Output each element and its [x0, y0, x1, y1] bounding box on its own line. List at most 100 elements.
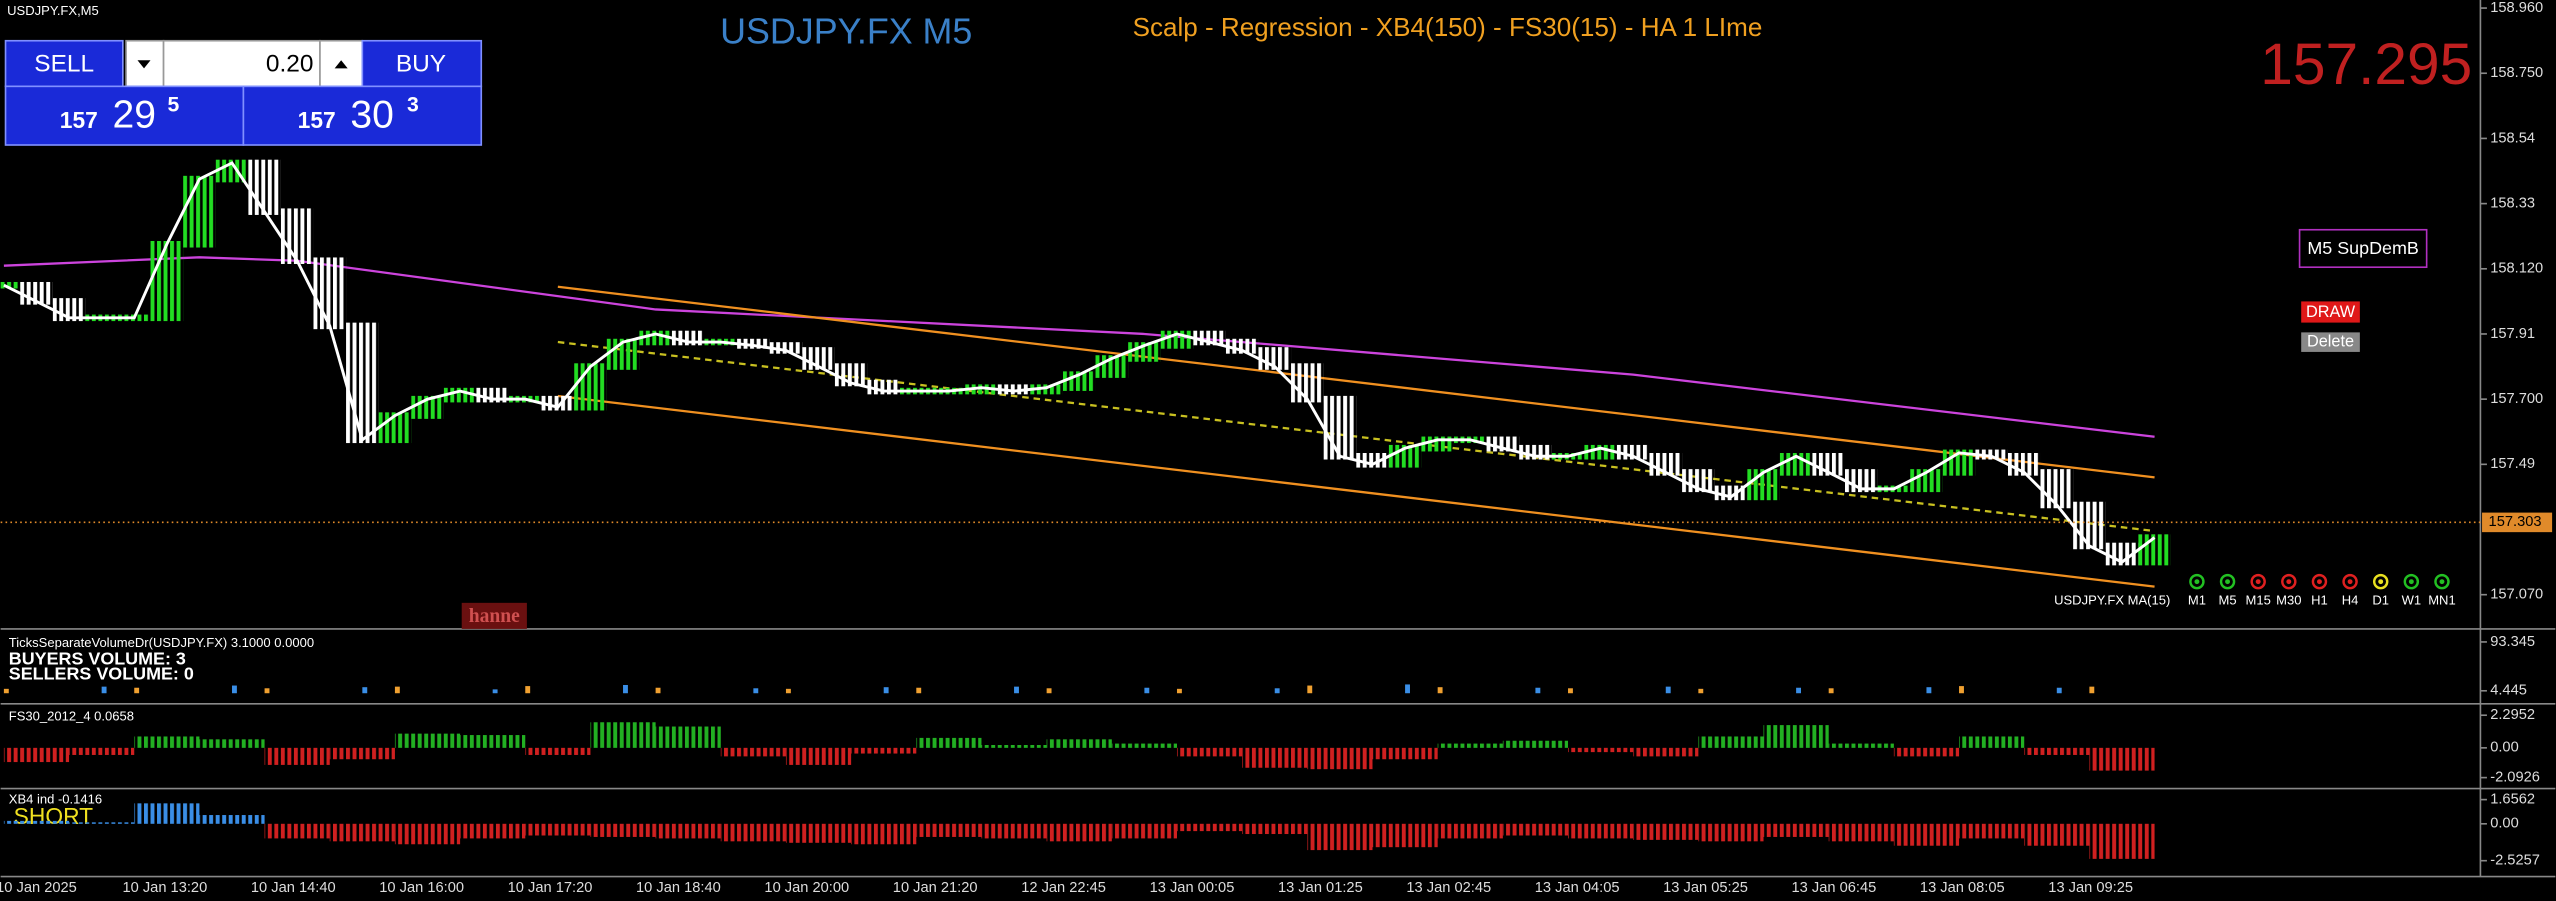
histogram-bar: [851, 747, 917, 754]
buy-label: BUY: [396, 51, 446, 78]
y-tick-label: 0.00: [2490, 816, 2519, 832]
y-tick-label: 157.49: [2490, 456, 2535, 472]
histogram-bar: [655, 823, 721, 839]
x-tick-label: 10 Jan 14:40: [251, 880, 336, 896]
timeframe-label: W1: [2402, 593, 2422, 608]
timeframe-dot: [2434, 573, 2450, 590]
timeframe-label: H1: [2311, 593, 2328, 608]
chart-subtitle: Scalp - Regression - XB4(150) - FS30(15)…: [1133, 12, 1763, 42]
histogram-bar: [1046, 739, 1112, 748]
histogram-bar: [69, 747, 135, 755]
histogram-bar: [460, 735, 526, 748]
buy-price-pips: 30: [350, 94, 393, 137]
timeframe-dot: [2342, 573, 2358, 590]
candle: [183, 175, 216, 248]
sell-price-box[interactable]: [4, 85, 245, 146]
x-tick-label: 10 Jan 17:20: [508, 880, 593, 896]
timeframe-label: M5: [2219, 593, 2237, 608]
histogram-bar: [720, 747, 786, 757]
sell-label: SELL: [34, 51, 94, 78]
histogram-bar: [525, 747, 591, 755]
pane-title: TicksSeparateVolumeDr(USDJPY.FX) 3.1000 …: [9, 635, 314, 650]
volume-bar: [753, 688, 759, 694]
histogram-bar: [264, 747, 330, 765]
candle: [1584, 444, 1617, 460]
volume-bar: [1665, 686, 1671, 694]
timeframe-label: M30: [2276, 593, 2301, 608]
timeframe-label: MN1: [2428, 593, 2455, 608]
volume-bar: [623, 684, 628, 694]
histogram-bar: [655, 726, 721, 748]
histogram-bar: [1763, 725, 1829, 748]
y-tick-label: 158.120: [2490, 261, 2543, 277]
histogram-bar: [460, 823, 526, 839]
y-tick-label: 157.070: [2490, 587, 2543, 603]
candle: [1323, 395, 1357, 460]
histogram-bar: [2024, 823, 2090, 846]
timeframe-label: M1: [2188, 593, 2206, 608]
last-price: 157.295: [2260, 32, 2472, 97]
supdem-label: M5 SupDemB: [2307, 238, 2418, 258]
x-tick-label: 13 Jan 02:45: [1406, 880, 1491, 896]
histogram-bar: [1959, 736, 2025, 748]
buy-price-fraction: 3: [407, 93, 419, 116]
timeframe-dot-core: [2194, 579, 2200, 585]
histogram-bar: [1372, 823, 1438, 848]
y-tick-label: 158.33: [2490, 195, 2535, 211]
x-tick-label: 10 Jan 16:00: [379, 880, 464, 896]
histogram-bar: [981, 823, 1047, 839]
histogram-bar: [1828, 743, 1894, 748]
draw-button[interactable]: [2301, 301, 2360, 323]
candle: [1128, 342, 1161, 362]
timeframe-dot-core: [2378, 579, 2384, 585]
candle: [997, 384, 1031, 395]
candle: [769, 342, 803, 354]
x-tick-label: 10 Jan 18:40: [636, 880, 721, 896]
timeframe-dot-core: [2347, 579, 2353, 585]
candle: [737, 338, 770, 349]
supdem-box[interactable]: [2298, 228, 2428, 269]
volume-bar: [1437, 687, 1443, 694]
histogram-bar: [981, 745, 1047, 748]
histogram-bar: [69, 822, 135, 824]
histogram-bar: [1111, 823, 1177, 839]
y-tick-label: -2.5257: [2490, 853, 2540, 869]
histogram-bar: [1633, 747, 1699, 757]
overlay-line: [557, 285, 2155, 479]
watermark-box: [461, 602, 527, 629]
y-tick-label: 1.6562: [2490, 791, 2535, 807]
volume-bar: [1796, 687, 1802, 694]
histogram-bar: [1307, 823, 1373, 851]
histogram-bar: [2089, 823, 2155, 859]
histogram-bar: [3, 820, 70, 824]
histogram-bar: [1242, 747, 1308, 768]
y-tick-label: 0.00: [2490, 740, 2519, 756]
histogram-bar: [916, 823, 982, 837]
y-tick-label: 4.445: [2490, 683, 2527, 699]
buy-button[interactable]: [361, 39, 483, 88]
histogram-bar: [1893, 823, 1960, 846]
timeframe-dot: [2311, 573, 2328, 590]
candle: [2073, 501, 2106, 550]
sell-button[interactable]: [4, 39, 124, 88]
volume-bar: [1926, 687, 1932, 694]
pane-title: XB4 ind -0.1416: [9, 791, 102, 806]
window-title: USDJPY.FX,M5: [7, 3, 99, 18]
histogram-bar: [1698, 736, 1764, 748]
timeframe-label: H4: [2342, 593, 2359, 608]
delete-button[interactable]: [2301, 332, 2360, 352]
volume-bar: [492, 689, 498, 694]
volume-bar: [3, 688, 9, 694]
x-tick-label: 13 Jan 05:25: [1663, 880, 1748, 896]
candle: [313, 257, 347, 330]
overlay-line: [3, 256, 2155, 438]
buy-price-box[interactable]: [242, 85, 483, 146]
volume-bar: [1176, 688, 1182, 694]
x-tick-label: 10 Jan 20:00: [764, 880, 849, 896]
timeframe-dot: [2372, 573, 2389, 590]
sell-price-prefix: 157: [60, 107, 98, 133]
x-tick-label: 10 Jan 2025: [0, 880, 77, 896]
volume-bar: [134, 687, 140, 694]
histogram-bar: [2089, 747, 2155, 771]
